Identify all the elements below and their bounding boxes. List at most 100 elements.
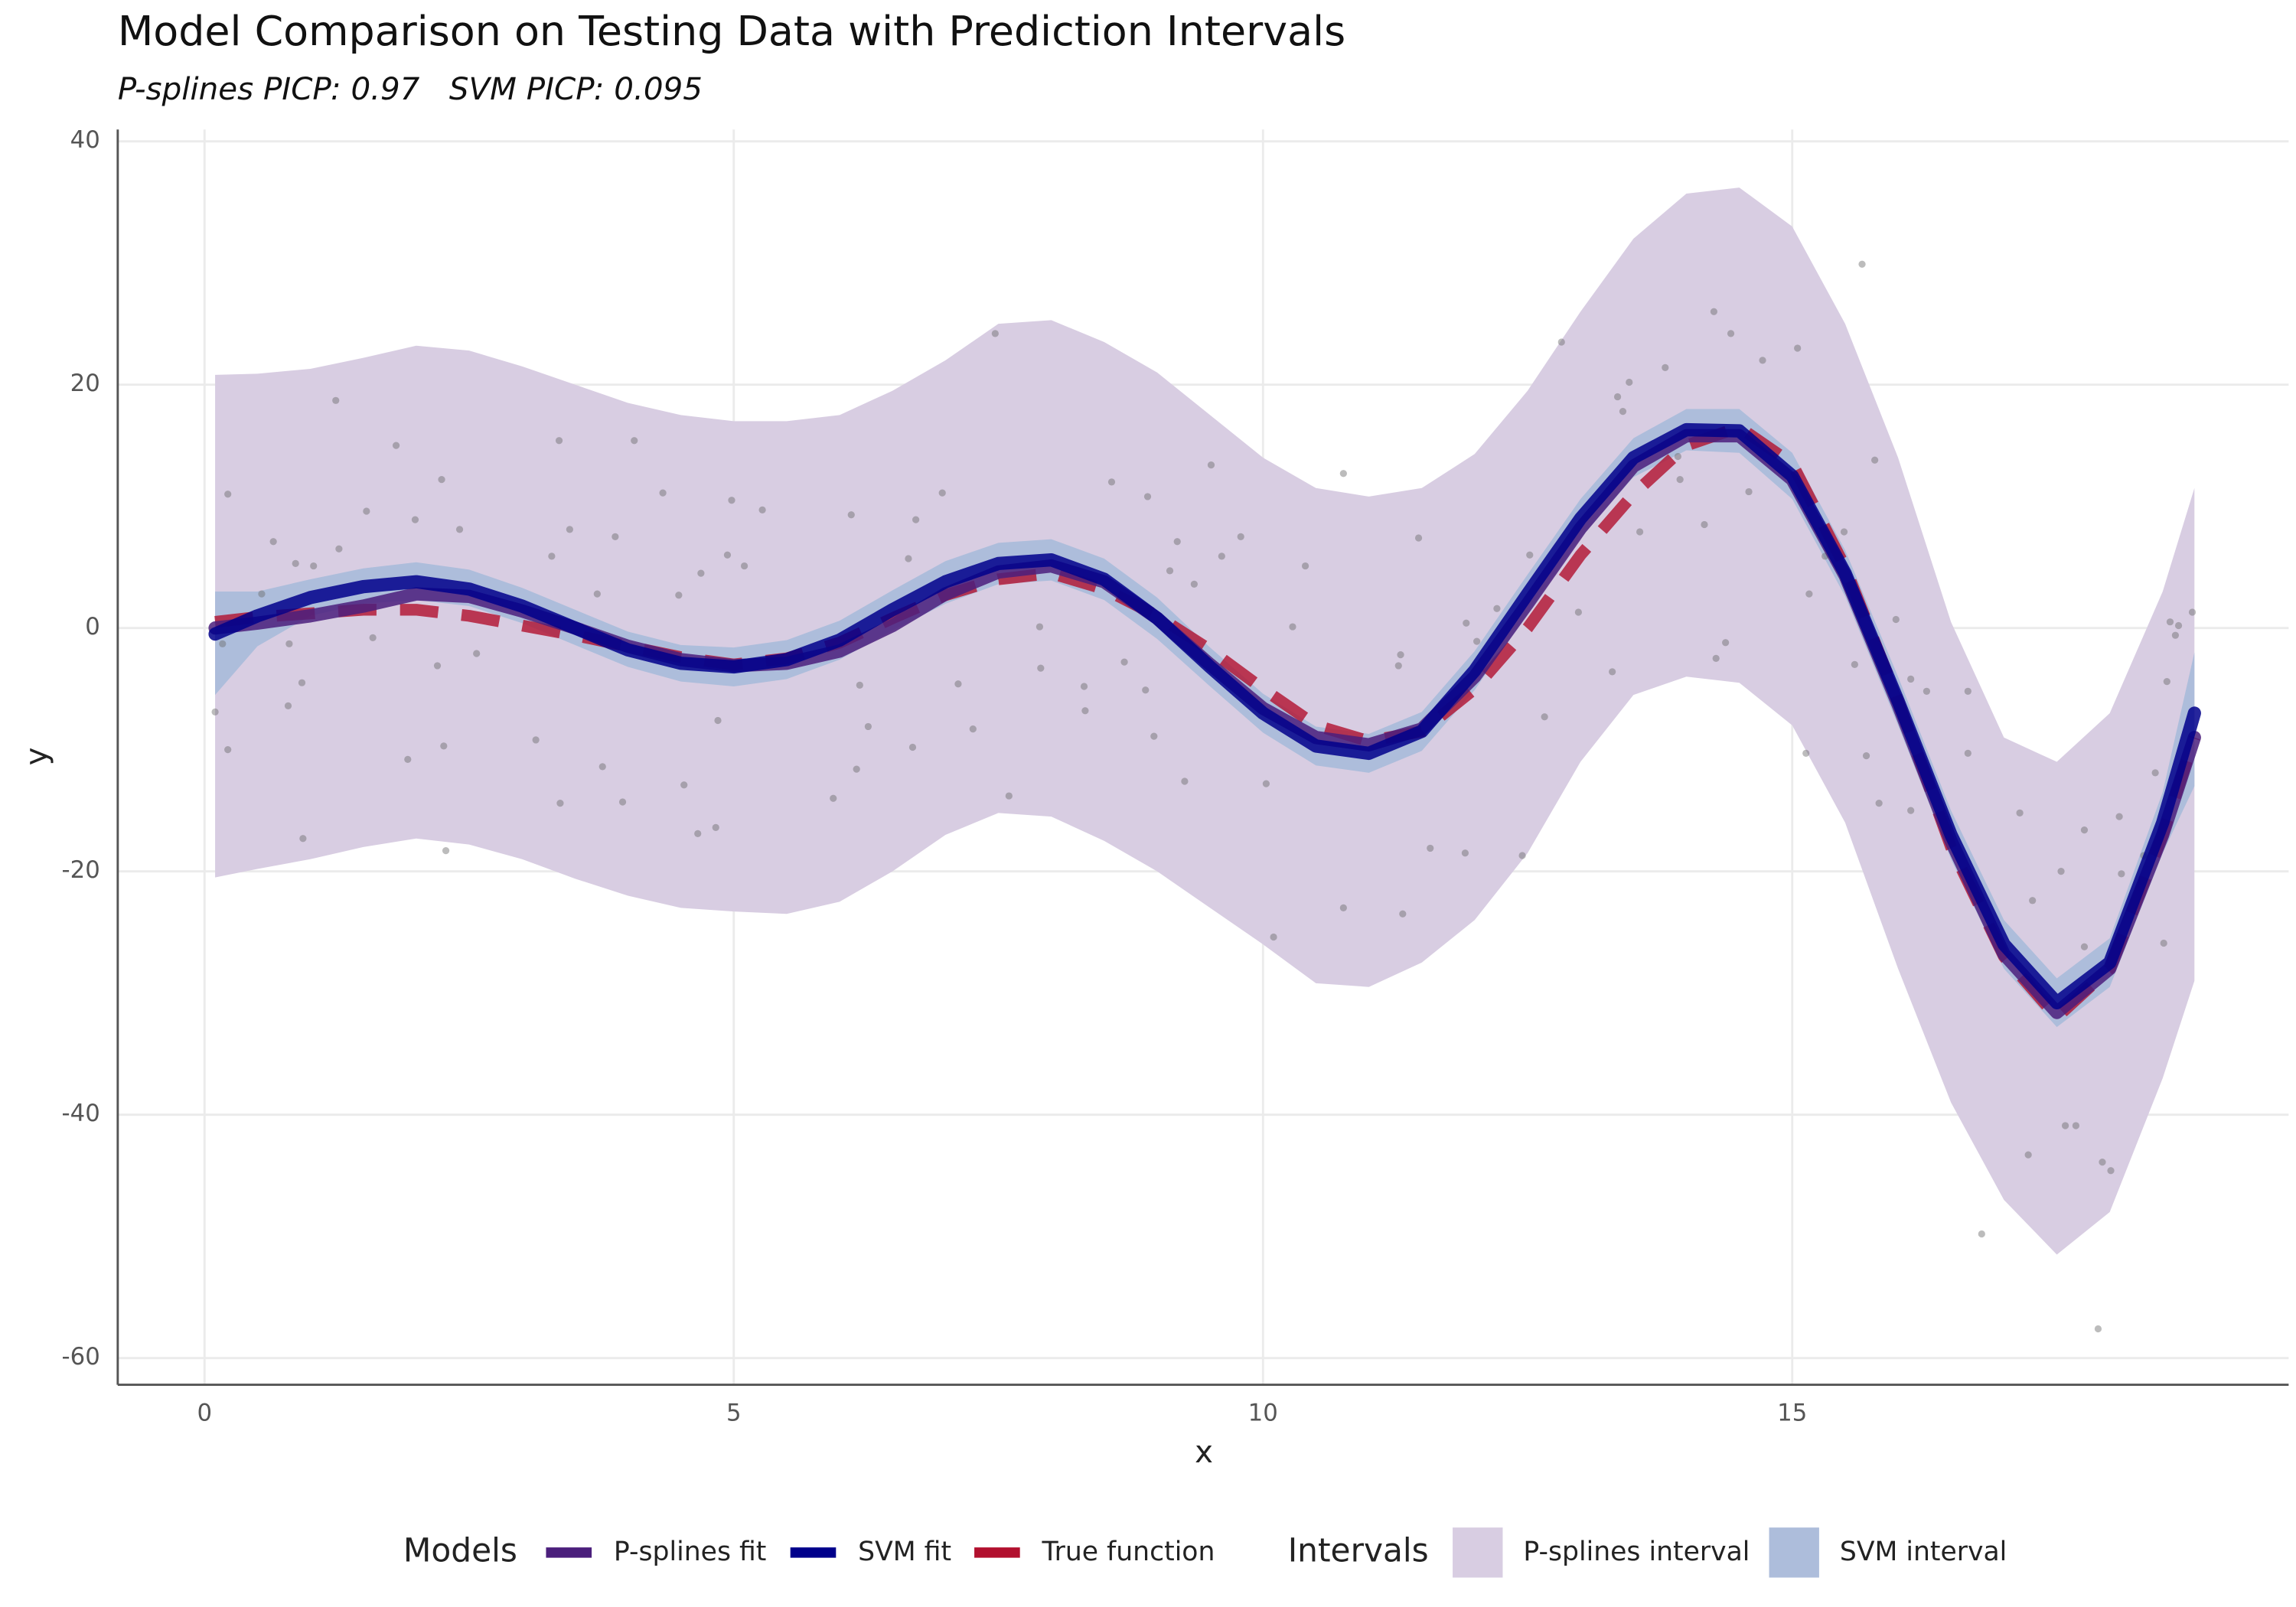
legend-label: P-splines interval	[1523, 1537, 1750, 1567]
data-point	[455, 526, 464, 533]
data-point	[440, 742, 448, 750]
y-tick-label: -20	[62, 856, 100, 884]
y-axis-label: y	[18, 748, 54, 766]
data-point	[1862, 751, 1870, 760]
data-point	[758, 506, 766, 514]
x-axis-label: x	[1195, 1434, 1213, 1470]
data-point	[1674, 452, 1682, 461]
data-point	[1142, 686, 1150, 694]
data-point	[2163, 677, 2170, 686]
data-point	[310, 562, 318, 570]
data-point	[1035, 623, 1044, 631]
data-point	[532, 736, 540, 744]
data-point	[2160, 939, 2167, 947]
data-point	[1794, 344, 1802, 352]
data-point	[369, 634, 377, 641]
data-point	[473, 650, 481, 657]
data-point	[1081, 707, 1089, 715]
data-point	[2029, 897, 2037, 905]
data-point	[1181, 777, 1189, 785]
data-point	[853, 765, 860, 773]
data-point	[612, 533, 619, 541]
fit-line	[208, 422, 2201, 1010]
data-point	[1541, 713, 1548, 721]
data-point	[1805, 590, 1813, 598]
data-point	[714, 716, 722, 725]
y-tick-label: 20	[70, 370, 100, 397]
data-point	[566, 526, 574, 533]
data-point	[1923, 687, 1931, 695]
data-point	[830, 794, 837, 802]
data-point	[593, 590, 601, 598]
data-point	[659, 489, 667, 497]
data-point	[438, 476, 445, 484]
legend-label: SVM fit	[858, 1537, 951, 1567]
data-point	[1526, 551, 1534, 559]
data-point	[631, 437, 638, 445]
data-point	[2107, 1167, 2115, 1175]
data-point	[1710, 308, 1718, 315]
data-point	[556, 799, 564, 807]
data-point	[332, 396, 340, 404]
data-point	[1609, 668, 1616, 676]
legend-swatch	[1453, 1527, 1503, 1578]
legend-label: SVM interval	[1840, 1537, 2007, 1567]
data-point	[1120, 658, 1128, 666]
data-point	[2024, 1151, 2032, 1159]
data-point	[2072, 1122, 2080, 1129]
data-point	[2151, 769, 2159, 777]
data-point	[1907, 807, 1915, 814]
data-point	[1840, 528, 1848, 536]
data-point	[1262, 780, 1270, 787]
data-point	[1218, 553, 1225, 560]
data-point	[1461, 849, 1469, 857]
legend-swatch	[1769, 1527, 1819, 1578]
data-point	[954, 680, 962, 688]
x-tick-label: 0	[197, 1400, 212, 1427]
data-point	[1722, 639, 1730, 647]
data-point	[392, 442, 400, 449]
data-point	[335, 545, 343, 553]
data-point	[1289, 623, 1296, 631]
data-point	[1858, 260, 1866, 268]
data-point	[728, 497, 735, 504]
x-tick-label: 5	[726, 1400, 742, 1427]
data-point	[1301, 562, 1309, 570]
data-point	[1871, 456, 1879, 464]
data-point	[211, 708, 219, 715]
data-point	[1463, 619, 1470, 627]
data-point	[1892, 615, 1900, 624]
data-point	[1237, 533, 1244, 541]
data-point	[991, 330, 999, 337]
data-point	[299, 835, 307, 843]
data-point	[618, 798, 627, 806]
legend-title: Intervals	[1288, 1531, 1429, 1569]
data-point	[723, 551, 732, 559]
data-point	[555, 437, 563, 445]
x-tick-label: 10	[1248, 1400, 1278, 1427]
data-point	[905, 555, 912, 562]
data-point	[1414, 534, 1423, 542]
data-point	[2016, 809, 2024, 817]
data-point	[411, 516, 419, 523]
data-point	[1574, 608, 1583, 616]
data-point	[1619, 408, 1627, 416]
data-point	[2118, 870, 2125, 878]
data-point	[224, 746, 232, 754]
chart-subtitle: P-splines PICP: 0.97 SVM PICP: 0.095	[118, 71, 703, 107]
data-point	[404, 755, 412, 763]
data-point	[2174, 621, 2183, 630]
data-point	[284, 702, 292, 710]
data-point	[1636, 528, 1644, 536]
data-point	[1662, 363, 1669, 372]
data-point	[1339, 904, 1347, 911]
data-point	[363, 507, 370, 515]
data-point	[292, 559, 299, 567]
data-point	[2188, 608, 2197, 616]
data-point	[2080, 943, 2089, 950]
data-point	[1190, 580, 1198, 588]
y-tick-label: 0	[85, 613, 100, 641]
data-point	[224, 491, 232, 498]
data-point	[1759, 357, 1766, 364]
